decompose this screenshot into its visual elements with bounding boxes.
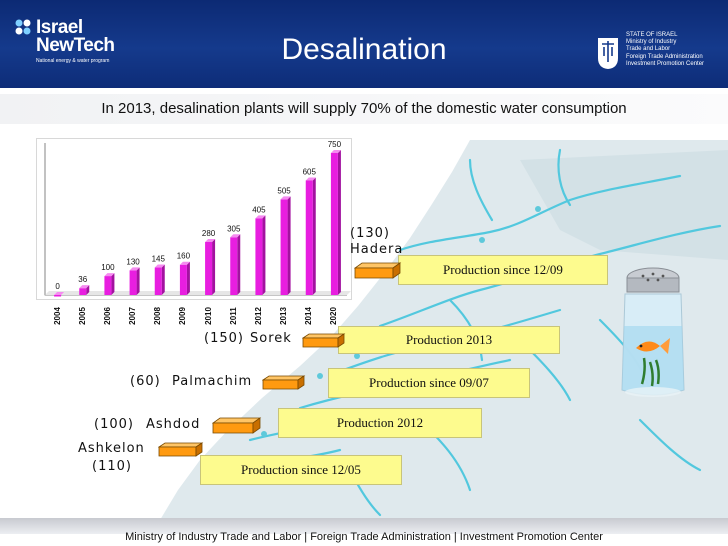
ashdod-capacity: (100)	[94, 417, 134, 432]
ashkelon-production: Production since 12/05	[200, 455, 402, 485]
chart-data-label: 750	[328, 140, 342, 149]
palmachim-name: Palmachim	[172, 374, 253, 389]
agency-line: STATE OF ISRAEL	[626, 32, 678, 38]
chart-data-label: 405	[252, 205, 266, 214]
palmachim-capacity: (60)	[130, 374, 161, 389]
agency-line: Ministry of Industry	[626, 39, 677, 46]
chart-data-label: 160	[177, 252, 191, 261]
chart-bar	[255, 215, 266, 295]
state-emblem-icon	[598, 38, 618, 69]
fish-in-salt-shaker-icon	[621, 267, 685, 397]
hadera-production: Production since 12/09	[398, 255, 608, 285]
agency-text: STATE OF ISRAEL Ministry of Industry Tra…	[626, 32, 704, 68]
hadera-name: Hadera	[350, 242, 404, 257]
chart-data-label: 100	[101, 263, 115, 272]
footer-band	[0, 518, 728, 534]
chart-bar	[230, 234, 241, 295]
hadera-marker-icon	[354, 262, 402, 279]
chart-tick-label: 2013	[279, 307, 289, 325]
chart-data-label: 145	[152, 255, 166, 264]
chart-bar	[280, 196, 291, 295]
newtech-mark-icon	[15, 19, 31, 35]
agency-line: Foreign Trade Administration	[626, 53, 703, 60]
chart-tick-label: 2008	[153, 307, 163, 325]
chart-bar	[330, 150, 341, 295]
palmachim-marker-icon	[262, 375, 306, 390]
chart-data-label: 0	[55, 282, 60, 291]
chart-floor	[45, 291, 351, 295]
chart-bar	[79, 285, 90, 295]
agency-line: Investment Promotion Center	[626, 60, 705, 67]
hadera-capacity: (130)	[350, 226, 390, 241]
subtitle-band	[0, 94, 728, 124]
ashdod-marker-icon	[212, 417, 262, 434]
chart-tick-label: 2004	[52, 307, 62, 325]
palmachim-production: Production since 09/07	[328, 368, 530, 398]
ashdod-name: Ashdod	[146, 417, 201, 432]
agency-line: Trade and Labor	[626, 46, 671, 53]
chart-bar	[54, 292, 65, 297]
chart-tick-label: 2005	[77, 307, 87, 325]
chart-bar	[205, 238, 216, 295]
chart-bar	[305, 177, 316, 295]
chart-data-label: 280	[202, 229, 216, 238]
subtitle-text: In 2013, desalination plants will supply…	[101, 100, 627, 117]
chart-bar	[154, 264, 165, 295]
chart-tick-label: 2006	[102, 307, 112, 325]
chart-data-label: 505	[277, 186, 291, 195]
ashkelon-marker-icon	[158, 442, 204, 457]
ashkelon-capacity: (110)	[92, 459, 132, 474]
logo-line-1: Israel	[36, 17, 83, 38]
chart-data-label: 605	[303, 167, 317, 176]
ashkelon-name: Ashkelon	[78, 441, 145, 456]
sorek-marker-icon	[302, 333, 346, 348]
logo-tagline: National energy & water program	[36, 58, 110, 64]
chart-svg: 0 36 100 130 145 160 280 305 405 505 605 750	[44, 140, 351, 297]
sorek-capacity: (150)	[204, 331, 244, 346]
page-title: Desalination	[281, 33, 447, 66]
chart-tick-label: 2009	[178, 307, 188, 325]
chart-tick-label: 2011	[228, 307, 238, 325]
chart-data-label: 305	[227, 224, 241, 233]
capacity-chart: 0 36 100 130 145 160 280 305 405 505 605 750 2004 20…	[36, 138, 352, 325]
chart-bar	[179, 261, 190, 295]
chart-tick-label: 2014	[304, 307, 314, 325]
header-bar: Israel NewTech National energy & water p…	[0, 0, 728, 88]
logo-line-2: NewTech	[36, 35, 115, 56]
sorek-production: Production 2013	[338, 326, 560, 354]
sorek-name: Sorek	[250, 331, 292, 346]
chart-axes	[44, 143, 347, 296]
chart-tick-label: 2010	[203, 307, 213, 325]
chart-bar	[129, 267, 140, 295]
chart-data-label: 130	[126, 257, 140, 266]
footer-text: Ministry of Industry Trade and Labor | F…	[125, 531, 603, 543]
chart-bar	[104, 273, 115, 295]
israel-newtech-logo: Israel NewTech National energy & water p…	[14, 18, 124, 74]
chart-data-label: 36	[78, 275, 87, 284]
chart-tick-label: 2007	[128, 307, 138, 325]
ashdod-production: Production 2012	[278, 408, 482, 438]
chart-tick-label: 2012	[253, 307, 263, 325]
